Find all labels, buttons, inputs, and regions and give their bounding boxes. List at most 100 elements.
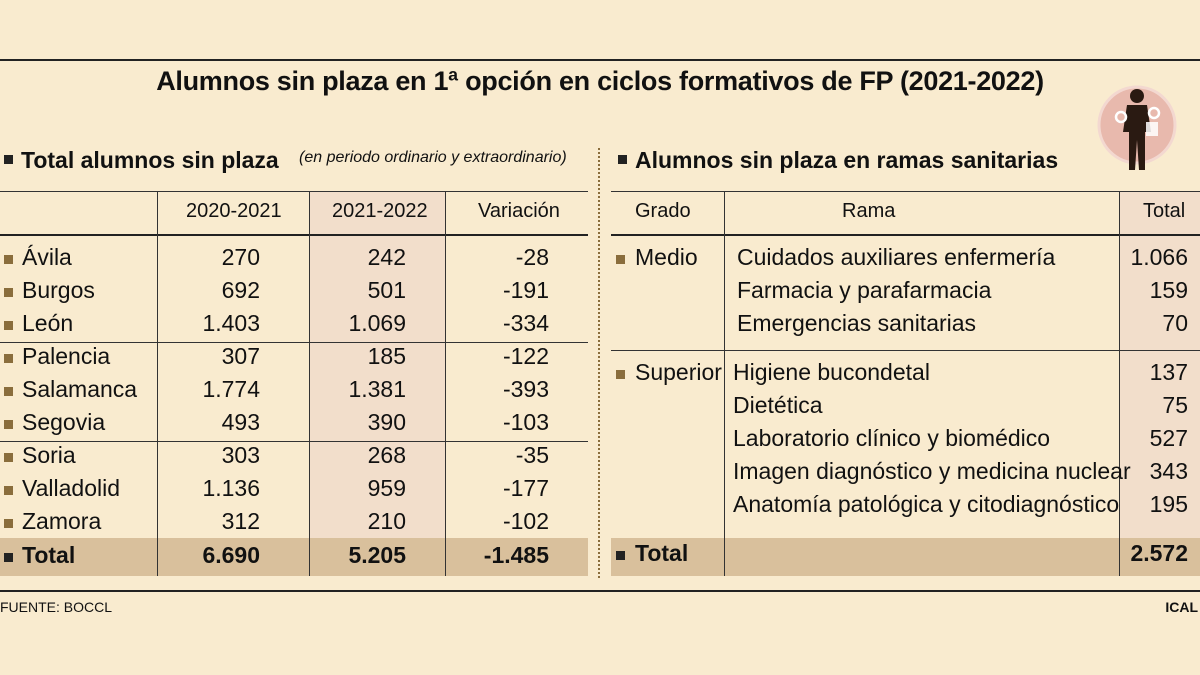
bullet-square-icon (4, 255, 13, 264)
value-2020-2021: 1.403 (202, 310, 260, 336)
value-variation: -334 (502, 310, 549, 336)
bullet-square-icon (618, 155, 627, 165)
bullet-square-icon (616, 255, 625, 264)
total-variation: -1.485 (483, 542, 549, 568)
rama-name: Anatomía patológica y citodiagnóstico (733, 491, 1120, 517)
highlight-column (1119, 191, 1200, 538)
rama-total: 75 (1162, 392, 1188, 418)
header-bottom-rule (611, 234, 1200, 236)
row-name: Ávila (22, 244, 72, 270)
rama-total: 159 (1149, 277, 1188, 303)
rama-total: 527 (1149, 425, 1188, 451)
value-2020-2021: 1.774 (202, 376, 260, 402)
group-rule (0, 342, 588, 343)
column-divider (445, 538, 446, 576)
highlight-column (309, 191, 445, 538)
bullet-square-icon (4, 155, 13, 165)
column-divider (1119, 538, 1120, 576)
value-variation: -102 (502, 508, 549, 534)
column-header: Variación (478, 200, 560, 222)
value-2021-2022: 501 (367, 277, 406, 303)
right-section-title: Alumnos sin plaza en ramas sanitarias (618, 147, 1058, 174)
source-note: FUENTE: BOCCL (0, 599, 113, 615)
bullet-square-icon (4, 321, 13, 330)
bottom-rule (0, 590, 1200, 592)
column-divider (157, 191, 158, 576)
column-header: 2020-2021 (186, 200, 282, 222)
total-band (0, 538, 588, 576)
group-rule (0, 441, 588, 442)
bullet-square-icon (616, 551, 625, 560)
left-section-note: (en periodo ordinario y extraordinario) (299, 149, 567, 166)
bullet-square-icon (4, 453, 13, 462)
rama-name: Higiene bucondetal (733, 359, 930, 385)
column-header-grado: Grado (635, 200, 691, 222)
top-rule (0, 59, 1200, 61)
column-header-rama: Rama (842, 200, 896, 222)
column-divider (309, 538, 310, 576)
value-2020-2021: 1.136 (202, 475, 260, 501)
value-variation: -103 (502, 409, 549, 435)
value-2021-2022: 268 (367, 442, 406, 468)
header-top-rule (611, 191, 1200, 192)
left-section-title: Total alumnos sin plaza (4, 147, 279, 174)
group-rule (611, 350, 1200, 351)
row-name: Segovia (22, 409, 106, 435)
rama-name: Emergencias sanitarias (737, 310, 977, 336)
value-variation: -35 (515, 442, 549, 468)
column-divider (724, 191, 725, 576)
grado-label: Superior (635, 359, 722, 385)
header-bottom-rule (0, 234, 588, 236)
value-2020-2021: 493 (221, 409, 260, 435)
value-2020-2021: 307 (221, 343, 260, 369)
value-2021-2022: 210 (367, 508, 406, 534)
row-name: Burgos (22, 277, 95, 303)
bullet-square-icon (4, 420, 13, 429)
value-2021-2022: 959 (367, 475, 406, 501)
total-2021-2022: 5.205 (348, 542, 406, 568)
value-2020-2021: 692 (221, 277, 260, 303)
value-variation: -122 (502, 343, 549, 369)
rama-name: Dietética (733, 392, 823, 418)
bullet-square-icon (4, 519, 13, 528)
total-label: Total (635, 540, 689, 566)
grado-label: Medio (635, 244, 698, 270)
rama-name: Farmacia y parafarmacia (737, 277, 992, 303)
row-name: Valladolid (22, 475, 121, 501)
value-variation: -177 (502, 475, 549, 501)
rama-total: 70 (1162, 310, 1188, 336)
rama-name: Laboratorio clínico y biomédico (733, 425, 1051, 451)
column-divider (1119, 191, 1120, 576)
row-name: Salamanca (22, 376, 138, 402)
total-band (611, 538, 1200, 576)
total-2020-2021: 6.690 (202, 542, 260, 568)
value-variation: -28 (515, 244, 549, 270)
value-2020-2021: 303 (221, 442, 260, 468)
column-divider (309, 191, 310, 576)
value-2021-2022: 185 (367, 343, 406, 369)
page-title: Alumnos sin plaza en 1ª opción en ciclos… (156, 66, 1044, 96)
value-2021-2022: 1.069 (348, 310, 406, 336)
rama-name: Cuidados auxiliares enfermería (737, 244, 1056, 270)
value-2021-2022: 242 (367, 244, 406, 270)
worker-with-tools-icon (1097, 84, 1177, 174)
bullet-square-icon (4, 486, 13, 495)
rama-total: 195 (1149, 491, 1188, 517)
bullet-square-icon (4, 553, 13, 562)
bullet-square-icon (4, 354, 13, 363)
column-divider (445, 191, 446, 576)
header-top-rule (0, 191, 588, 192)
value-variation: -393 (502, 376, 549, 402)
total-value: 2.572 (1130, 540, 1188, 566)
value-2020-2021: 312 (221, 508, 260, 534)
value-variation: -191 (502, 277, 549, 303)
column-divider (724, 538, 725, 576)
value-2021-2022: 390 (367, 409, 406, 435)
value-2021-2022: 1.381 (348, 376, 406, 402)
rama-name: Imagen diagnóstico y medicina nuclear (733, 458, 1131, 484)
rama-total: 343 (1149, 458, 1188, 484)
bullet-square-icon (4, 288, 13, 297)
column-header-total: Total (1143, 200, 1186, 222)
row-name: Soria (22, 442, 76, 468)
rama-total: 1.066 (1130, 244, 1188, 270)
